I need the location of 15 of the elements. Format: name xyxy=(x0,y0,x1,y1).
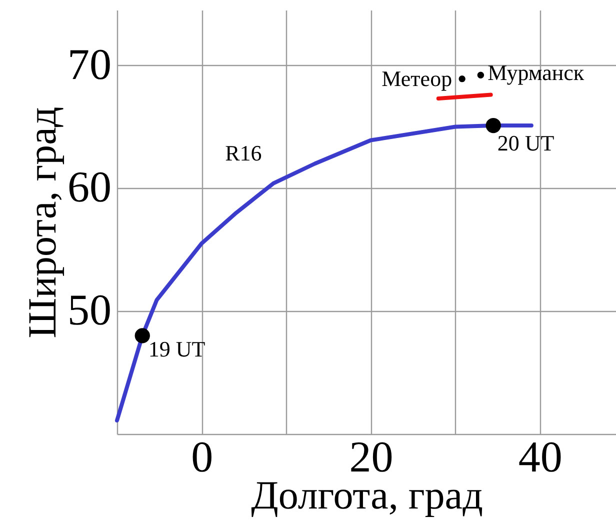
series-label: R16 xyxy=(225,140,262,166)
y-tick-label: 70 xyxy=(68,40,112,89)
x-tick-label: 40 xyxy=(518,432,562,482)
annotation: Метеор xyxy=(382,66,452,91)
y-tick-label: 50 xyxy=(68,286,112,335)
y-axis-title: Широта, град xyxy=(20,106,64,338)
point xyxy=(458,75,466,82)
annotation: 20 UT xyxy=(497,130,555,156)
y-tick-label: 60 xyxy=(68,162,112,212)
point xyxy=(477,72,484,78)
annotation: 19 UT xyxy=(148,336,206,362)
point xyxy=(134,328,150,344)
annotation: Мурманск xyxy=(488,60,584,86)
x-tick-label: 0 xyxy=(191,432,214,482)
point xyxy=(486,118,501,134)
